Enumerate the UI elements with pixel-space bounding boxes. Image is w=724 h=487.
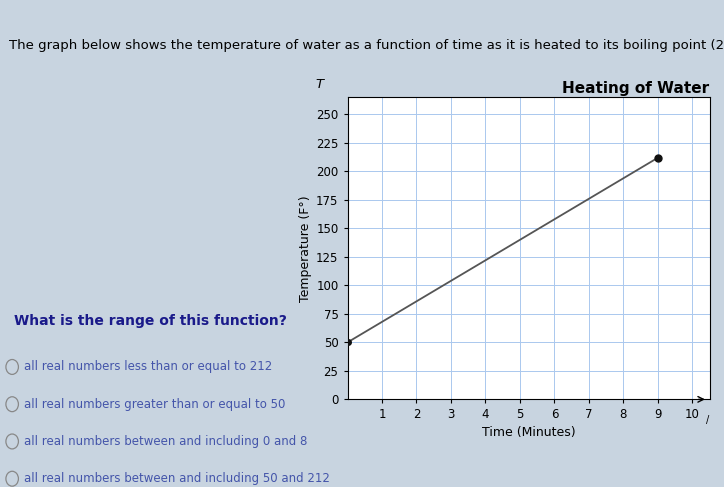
Text: /: /: [706, 415, 710, 425]
Text: T: T: [315, 78, 323, 92]
Text: all real numbers less than or equal to 212: all real numbers less than or equal to 2…: [25, 360, 272, 374]
Text: all real numbers greater than or equal to 50: all real numbers greater than or equal t…: [25, 398, 286, 411]
Circle shape: [6, 359, 18, 375]
Circle shape: [6, 471, 18, 486]
Text: The graph below shows the temperature of water as a function of time as it is he: The graph below shows the temperature of…: [9, 38, 724, 52]
Circle shape: [6, 434, 18, 449]
Y-axis label: Temperature (F°): Temperature (F°): [299, 195, 312, 301]
Text: Heating of Water: Heating of Water: [563, 81, 710, 96]
X-axis label: Time (Minutes): Time (Minutes): [481, 426, 576, 438]
Circle shape: [6, 397, 18, 412]
Text: all real numbers between and including 0 and 8: all real numbers between and including 0…: [25, 435, 308, 448]
Text: What is the range of this function?: What is the range of this function?: [14, 315, 287, 328]
Text: all real numbers between and including 50 and 212: all real numbers between and including 5…: [25, 472, 330, 485]
